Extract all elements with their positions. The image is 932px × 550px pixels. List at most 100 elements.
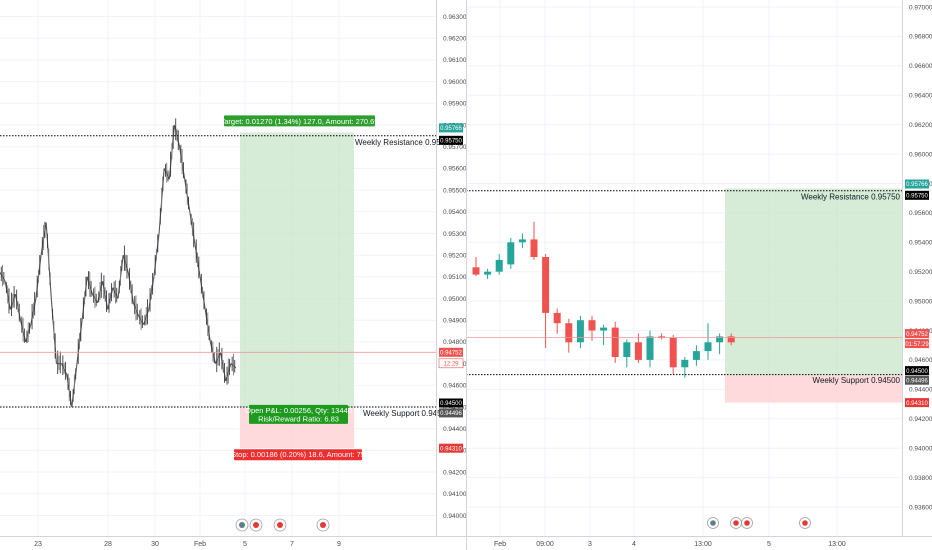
candle-body [507,242,515,265]
y-tick-label: 0.96400 [909,93,932,100]
candle-body [658,336,666,338]
flag-us-icon [741,517,753,529]
y-tick-label: 0.96200 [443,36,466,43]
price-tag-label: 0.94500 [906,369,928,375]
y-tick-label: 0.94500 [443,404,466,411]
event-icons[interactable] [707,517,811,529]
level-line-label: Weekly Resistance 0.95750 [801,192,901,201]
x-tick-label: 30 [151,541,159,548]
x-tick-label: 7 [290,541,294,548]
countdown-tag [438,358,464,369]
candle-body [495,259,503,272]
profit-zone [725,188,902,376]
price-tag-label: 0.95766 [440,126,462,132]
x-tick-label: 13:00 [694,541,712,548]
candle-body [530,239,538,257]
news-icon [707,517,719,529]
x-tick-label: 3 [588,541,592,548]
left-chart[interactable]: Weekly Resistance 0.95750 Weekly Support … [0,0,466,550]
y-tick-label: 0.96800 [909,34,932,41]
y-tick-label: 0.95200 [909,269,932,276]
price-tag [439,398,463,408]
x-tick-label: 9 [337,541,341,548]
price-tag-label: 0.94310 [440,446,462,452]
y-tick-label: 0.96000 [909,151,932,158]
price-tag [439,123,463,133]
price-tag-label: 0.94752 [906,332,928,338]
y-tick-label: 0.96100 [443,57,466,64]
y-tick-label: 0.93600 [909,504,932,511]
y-tick-label: 0.94900 [443,318,466,325]
price-tag [439,135,463,145]
price-tag-label: 0.94310 [906,401,928,407]
y-tick-label: 0.94400 [909,387,932,394]
candle-body [623,342,631,357]
price-tag-label: 0.95766 [906,182,928,188]
x-tick-label: 4 [632,541,636,548]
candle-body [472,267,480,275]
candle-body [692,351,700,360]
candle-body [565,323,573,343]
event-icons[interactable] [235,518,330,532]
candle-body [484,271,492,275]
flag-canada-icon [316,518,330,532]
x-tick-label: 23 [34,541,42,548]
price-tag-label: 0.94752 [440,351,462,357]
price-tag-label: 0.95750 [906,194,928,200]
price-axis[interactable]: 0.963000.962000.961000.960000.959000.958… [436,0,467,536]
price-tag-label: 0.95750 [440,139,462,145]
candle-body [518,239,526,243]
price-tag [905,329,929,339]
x-tick-label: Feb [194,541,206,548]
position-zones [240,132,354,449]
y-tick-label: 0.95100 [443,274,466,281]
price-tag [439,443,463,453]
countdown-label: 01:57:29 [905,342,929,348]
y-tick-label: 0.93800 [909,475,932,482]
price-tag [905,366,929,376]
y-tick-label: 0.94600 [909,357,932,364]
flag-canada-icon [799,517,811,529]
y-tick-label: 0.94200 [443,469,466,476]
price-tag-label: 0.94500 [440,401,462,407]
y-tick-label: 0.95600 [443,166,466,173]
price-axis[interactable]: 0.97000 0.96800 0.96600 0.96400 0.96200 0.960… [466,0,932,550]
position-labels: Target: 0.01270 (1.34%) 127.0, Amount: 2… [220,115,379,461]
y-tick-label: 0.95700 [443,144,466,151]
y-tick-label: 0.96000 [443,79,466,86]
candle-body [704,342,712,352]
rr-text: Risk/Reward Ratio: 6.83 [258,414,339,423]
y-tick-label: 0.95500 [443,187,466,194]
time-axis[interactable]: Feb 09:00 3 4 13:00 5 13:00 [466,536,932,549]
y-tick-label: 0.94200 [909,416,932,423]
candle-body [669,337,677,368]
flag-canada-icon [249,518,263,532]
y-tick-label: 0.94000 [443,513,466,520]
loss-zone [725,375,902,403]
y-tick-label: 0.94100 [443,491,466,498]
flag-us-icon [273,518,287,532]
level-lines: Weekly Resistance 0.95750 Weekly Support … [466,190,902,385]
y-tick-label: 0.96300 [443,14,466,21]
price-tag [905,179,929,189]
time-axis[interactable]: 23 28 30 Feb 5 7 9 [0,536,466,549]
candle-body [646,336,654,360]
price-series [0,118,237,408]
position-zones [725,188,902,403]
y-tick-label: 0.94000 [909,446,932,453]
right-chart[interactable]: Weekly Resistance 0.95750 Weekly Support … [466,0,932,550]
news-icon [235,518,249,532]
countdown-tag [905,339,929,349]
candle-body [553,312,561,324]
flag-us-icon [730,517,742,529]
level-line-label: Weekly Support 0.94500 [813,376,901,385]
y-tick-label: 0.94400 [443,426,466,433]
y-tick-label: 0.95400 [443,209,466,216]
price-tag-label: 0.94496 [440,411,462,417]
target-text: Target: 0.01270 (1.34%) 127.0, Amount: 2… [220,117,378,126]
level-lines: Weekly Resistance 0.95750 Weekly Support … [0,135,455,418]
stop-text: Stop: 0.00186 (0.20%) 18.6, Amount: 75 [231,450,365,459]
countdown-label: 12:29 [443,362,459,368]
candle-body [588,320,596,331]
price-series [472,221,735,378]
